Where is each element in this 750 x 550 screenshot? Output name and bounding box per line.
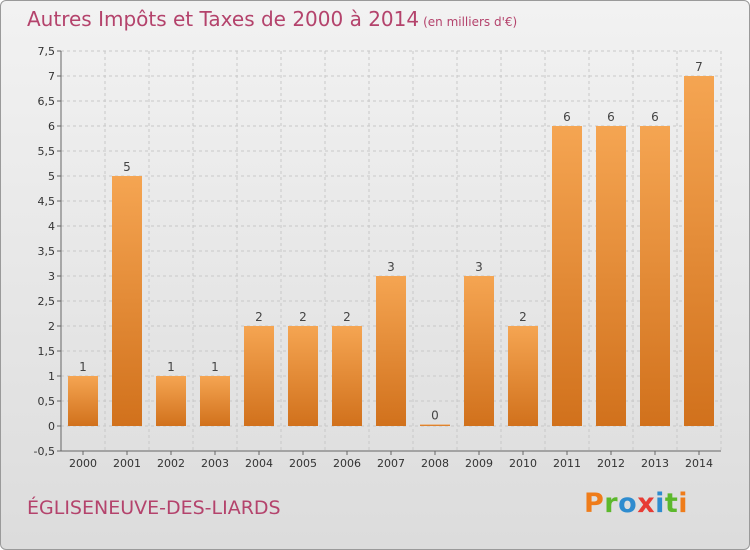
bar-2013: [640, 126, 670, 426]
logo-letter: o: [618, 488, 638, 519]
bar-2004: [244, 326, 274, 426]
data-label-2003: 1: [211, 360, 219, 374]
bar-2007: [376, 276, 406, 426]
y-tick-label: 2,5: [38, 295, 56, 308]
data-label-2009: 3: [475, 260, 483, 274]
bar-2002: [156, 376, 186, 426]
tick-labels: -0,5 0 0,5 1 1,5 2 2,5 3 3,5 4 4,5 5 5,5 6 6,5 7 7,5 2000…: [34, 45, 713, 470]
x-tick-label: 2008: [421, 457, 449, 470]
data-label-2011: 6: [563, 110, 571, 124]
y-tick-label: 2: [48, 320, 55, 333]
commune-name: ÉGLISENEUVE-DES-LIARDS: [27, 497, 281, 519]
data-label-2008: 0: [431, 409, 439, 423]
data-label-2002: 1: [167, 360, 175, 374]
y-tick-label: 5,5: [38, 145, 56, 158]
bar-2010: [508, 326, 538, 426]
x-tick-label: 2013: [641, 457, 669, 470]
y-tick-label: 7: [48, 70, 55, 83]
bar-2000: [68, 376, 98, 426]
bar-2003: [200, 376, 230, 426]
x-tick-label: 2014: [685, 457, 713, 470]
y-tick-label: 3: [48, 270, 55, 283]
data-label-2012: 6: [607, 110, 615, 124]
logo-letter: t: [664, 488, 679, 519]
data-label-2013: 6: [651, 110, 659, 124]
bars: [68, 76, 714, 426]
y-tick-label: 0: [48, 420, 55, 433]
data-label-2001: 5: [123, 160, 131, 174]
bar-2009: [464, 276, 494, 426]
y-tick-label: 5: [48, 170, 55, 183]
chart-title: Autres Impôts et Taxes de 2000 à 2014 (en…: [27, 7, 518, 31]
x-tick-label: 2003: [201, 457, 229, 470]
y-tick-label: 1,5: [38, 345, 56, 358]
y-tick-label: 0,5: [38, 395, 56, 408]
x-tick-label: 2009: [465, 457, 493, 470]
bar-2014: [684, 76, 714, 426]
y-tick-label: 6: [48, 120, 55, 133]
x-tick-label: 2006: [333, 457, 361, 470]
y-tick-label: 7,5: [38, 45, 56, 58]
proxiti-logo: Proxiti: [584, 488, 688, 519]
x-tick-label: 2011: [553, 457, 581, 470]
bar-2001: [112, 176, 142, 426]
logo-letter: r: [604, 488, 619, 519]
logo-letter: i: [678, 488, 689, 519]
x-tick-label: 2012: [597, 457, 625, 470]
x-tick-label: 2007: [377, 457, 405, 470]
x-tick-label: 2004: [245, 457, 273, 470]
data-label-2004: 2: [255, 310, 263, 324]
data-label-2006: 2: [343, 310, 351, 324]
data-labels: 1 5 1 1 2 2 2 3 0 3 2 6 6 6 7: [79, 60, 703, 423]
logo-letter: P: [584, 488, 605, 519]
data-label-2007: 3: [387, 260, 395, 274]
logo-letter: i: [655, 488, 665, 519]
y-tick-label: 4,5: [38, 195, 56, 208]
y-tick-label: 6,5: [38, 95, 56, 108]
x-tick-label: 2002: [157, 457, 185, 470]
x-tick-label: 2005: [289, 457, 317, 470]
data-label-2000: 1: [79, 360, 87, 374]
bar-2005: [288, 326, 318, 426]
x-tick-label: 2010: [509, 457, 537, 470]
data-label-2014: 7: [695, 60, 703, 74]
axes: [57, 50, 721, 455]
x-tick-label: 2001: [113, 457, 141, 470]
x-tick-label: 2000: [69, 457, 97, 470]
y-tick-label: 1: [48, 370, 55, 383]
chart-unit: (en milliers d'€): [423, 15, 518, 29]
bar-2011: [552, 126, 582, 426]
logo-letter: x: [637, 488, 656, 519]
data-label-2010: 2: [519, 310, 527, 324]
data-label-2005: 2: [299, 310, 307, 324]
y-tick-label: -0,5: [34, 445, 55, 458]
bar-2012: [596, 126, 626, 426]
bar-2006: [332, 326, 362, 426]
y-tick-label: 4: [48, 220, 55, 233]
y-tick-label: 3,5: [38, 245, 56, 258]
bar-2008: [420, 424, 450, 426]
